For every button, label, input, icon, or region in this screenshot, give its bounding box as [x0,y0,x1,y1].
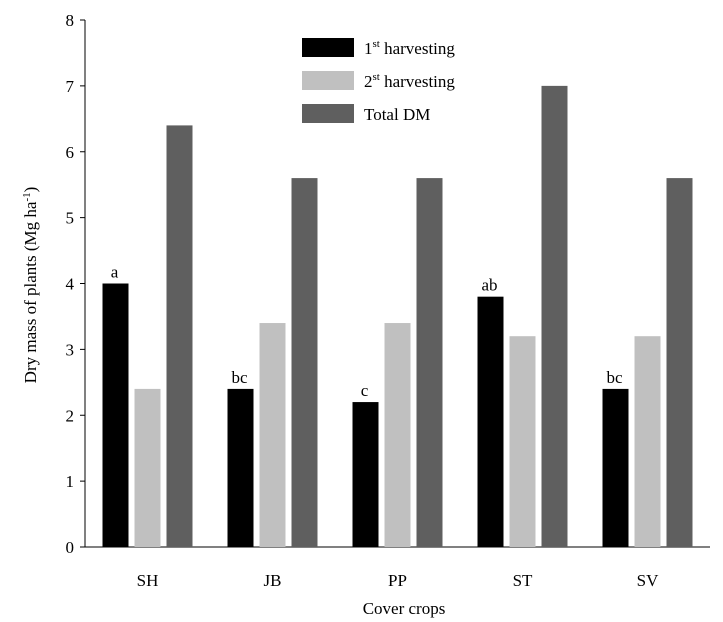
bar-sv-series-3 [666,178,693,547]
y-axis-title-sup: -1 [21,192,33,201]
legend-label: 1st harvesting [364,38,455,58]
y-axis-title-close: ) [21,187,40,193]
bar-pp-series-2 [384,323,411,547]
bar-sv-series-2 [634,336,661,547]
x-tick-label: SH [137,571,159,590]
bar-jb-series-2 [259,323,286,547]
bar-st-series-3 [541,85,568,547]
y-tick-label: 6 [66,143,75,162]
bar-pp-series-1 [352,402,379,547]
y-tick-label: 3 [66,340,75,359]
x-axis-title: Cover crops [363,599,446,618]
y-tick-label: 0 [66,538,75,557]
legend-swatch [302,71,354,90]
y-tick-label: 8 [66,11,75,30]
x-tick-label: ST [513,571,533,590]
x-tick-label: JB [264,571,282,590]
legend-label: 2st harvesting [364,71,455,91]
legend: 1st harvesting 2st harvesting Total DM [302,38,455,124]
bar-st-series-2 [509,336,536,547]
bar-st-series-1 [477,296,504,547]
bars-group [102,85,693,548]
bar-jb-series-3 [291,178,318,547]
bar-sh-series-3 [166,125,193,548]
significance-label: ab [481,276,497,295]
x-axis: SH JB PP ST SV [137,571,659,590]
y-axis-title-main: Dry mass of plants (Mg ha [21,201,40,383]
y-tick-label: 2 [66,406,75,425]
legend-swatch [302,38,354,57]
significance-labels: a bc c ab bc [111,263,623,401]
bar-jb-series-1 [227,388,254,547]
y-tick-label: 1 [66,472,75,491]
significance-label: a [111,263,119,282]
bar-sv-series-1 [602,388,629,547]
y-tick-label: 7 [66,77,75,96]
bar-sh-series-1 [102,283,129,547]
legend-label: Total DM [364,105,430,124]
y-axis-title: Dry mass of plants (Mg ha-1) [21,187,40,384]
significance-label: bc [231,368,248,387]
legend-swatch [302,104,354,123]
x-tick-label: SV [637,571,659,590]
significance-label: c [361,381,369,400]
y-tick-label: 4 [66,275,75,294]
significance-label: bc [606,368,623,387]
bar-pp-series-3 [416,178,443,547]
bar-sh-series-2 [134,388,161,547]
x-tick-label: PP [388,571,407,590]
y-tick-label: 5 [66,209,75,228]
y-axis: 0 1 2 3 4 5 6 7 8 [66,11,85,557]
